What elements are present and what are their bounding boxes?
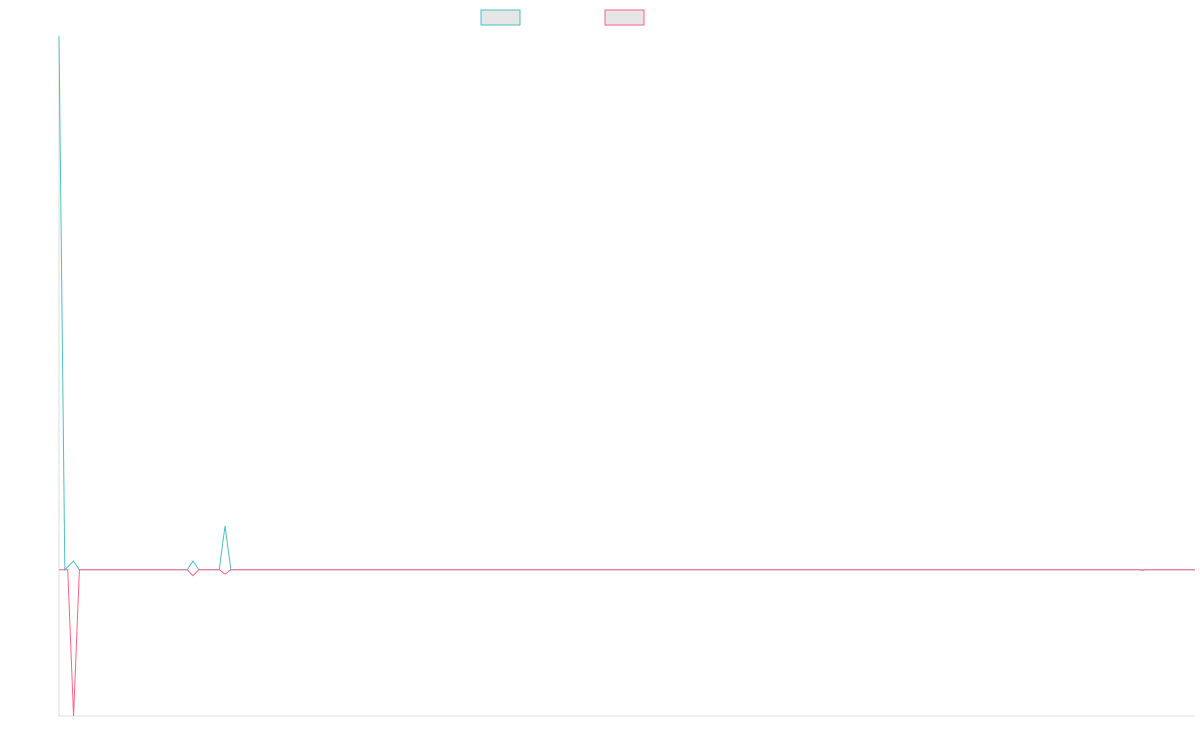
chart-axes bbox=[58, 36, 1195, 717]
chart-series-group bbox=[58, 35, 1195, 717]
legend-swatch-series-1[interactable] bbox=[480, 9, 521, 26]
series-line-1 bbox=[58, 35, 1195, 571]
chart-legend bbox=[480, 9, 645, 26]
series-line-2 bbox=[59, 569, 1195, 717]
legend-swatch-series-2[interactable] bbox=[604, 9, 645, 26]
